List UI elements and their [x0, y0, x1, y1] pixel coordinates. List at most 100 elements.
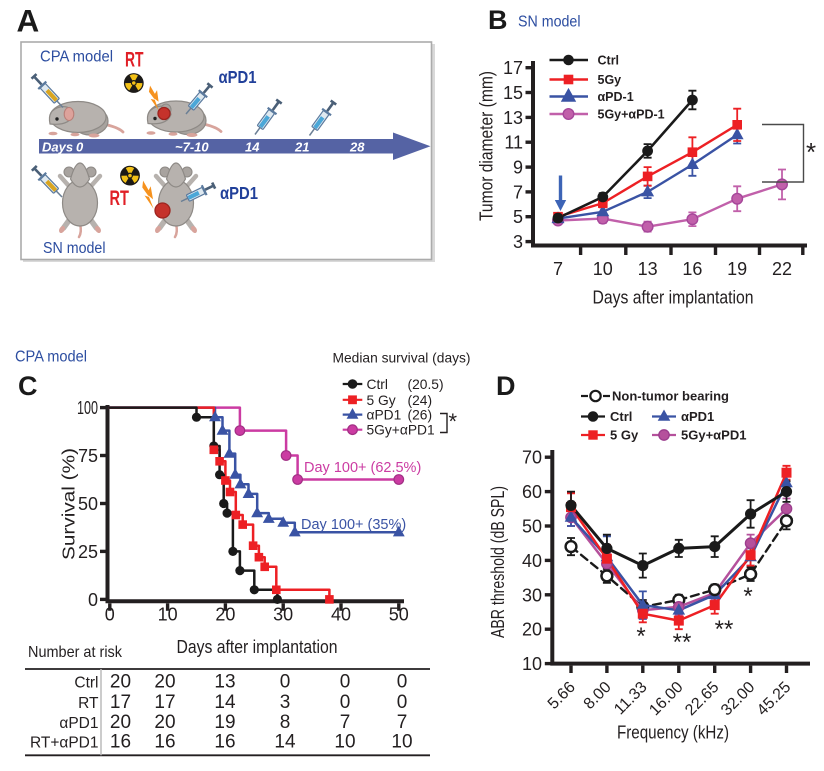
svg-text:10: 10: [522, 654, 542, 674]
svg-text:D: D: [496, 371, 516, 401]
svg-text:30: 30: [522, 585, 542, 605]
svg-text:RT: RT: [125, 49, 144, 72]
svg-text:16: 16: [110, 732, 131, 753]
svg-text:3: 3: [280, 692, 291, 713]
svg-text:0: 0: [340, 672, 351, 693]
svg-text:Days after implantation: Days after implantation: [593, 288, 754, 308]
svg-text:(26): (26): [408, 408, 433, 423]
svg-text:25: 25: [78, 542, 98, 562]
svg-text:0: 0: [340, 692, 351, 713]
svg-text:17: 17: [110, 692, 131, 713]
svg-text:50: 50: [389, 605, 409, 625]
svg-text:22: 22: [772, 259, 792, 279]
svg-text:20: 20: [154, 712, 175, 733]
svg-text:*: *: [636, 623, 645, 650]
svg-text:20: 20: [110, 672, 131, 693]
svg-text:40: 40: [331, 605, 351, 625]
svg-text:Non-tumor bearing: Non-tumor bearing: [612, 389, 729, 404]
svg-text:7: 7: [397, 712, 408, 733]
svg-text:14: 14: [245, 139, 260, 154]
svg-text:Survival (%): Survival (%): [59, 448, 79, 560]
svg-text:Days after implantation: Days after implantation: [177, 637, 338, 657]
svg-text:Tumor diameter (mm): Tumor diameter (mm): [477, 71, 497, 221]
svg-text:5 Gy: 5 Gy: [367, 393, 396, 408]
svg-text:(24): (24): [408, 393, 433, 408]
svg-text:19: 19: [727, 259, 747, 279]
svg-text:20: 20: [154, 672, 175, 693]
svg-text:10: 10: [391, 732, 412, 753]
svg-text:10: 10: [158, 605, 178, 625]
svg-text:αPD-1: αPD-1: [598, 90, 634, 104]
svg-text:14: 14: [274, 732, 296, 753]
svg-text:*: *: [449, 409, 458, 434]
svg-text:7: 7: [340, 712, 351, 733]
svg-text:*: *: [806, 137, 816, 167]
svg-text:0: 0: [88, 590, 98, 610]
svg-text:~7-10: ~7-10: [175, 139, 209, 154]
svg-text:RT: RT: [78, 695, 99, 712]
svg-text:3: 3: [513, 232, 523, 252]
svg-text:5Gy+αPD1: 5Gy+αPD1: [681, 428, 746, 443]
svg-text:17: 17: [503, 58, 523, 78]
svg-text:13: 13: [638, 259, 658, 279]
svg-text:0: 0: [76, 139, 84, 154]
svg-text:16: 16: [214, 732, 235, 753]
svg-text:Ctrl: Ctrl: [367, 377, 388, 392]
svg-text:**: **: [673, 629, 692, 656]
svg-text:C: C: [18, 371, 38, 401]
svg-text:14: 14: [214, 692, 236, 713]
svg-text:5 Gy: 5 Gy: [610, 428, 639, 443]
svg-text:5Gy: 5Gy: [598, 73, 622, 87]
svg-text:CPA model: CPA model: [40, 49, 113, 66]
svg-text:Ctrl: Ctrl: [598, 54, 620, 68]
svg-text:15: 15: [503, 83, 523, 103]
svg-text:10: 10: [334, 732, 355, 753]
svg-text:SN model: SN model: [43, 240, 106, 257]
svg-text:B: B: [488, 5, 508, 35]
svg-text:**: **: [715, 616, 734, 643]
svg-text:13: 13: [214, 672, 235, 693]
svg-text:21: 21: [294, 139, 309, 154]
svg-text:*: *: [743, 583, 752, 610]
svg-text:16: 16: [154, 732, 175, 753]
svg-text:αPD1: αPD1: [59, 715, 98, 732]
svg-text:5Gy+αPD-1: 5Gy+αPD-1: [598, 108, 665, 122]
svg-text:20: 20: [522, 620, 542, 640]
svg-text:70: 70: [522, 448, 542, 468]
svg-text:10: 10: [593, 259, 613, 279]
svg-text:5: 5: [513, 207, 523, 227]
svg-text:5Gy+αPD1: 5Gy+αPD1: [367, 423, 435, 438]
svg-text:Ctrl: Ctrl: [610, 409, 632, 424]
svg-text:0: 0: [280, 672, 291, 693]
svg-text:9: 9: [513, 158, 523, 178]
svg-text:Median survival (days): Median survival (days): [333, 351, 471, 366]
svg-text:50: 50: [522, 517, 542, 537]
svg-text:αPD1: αPD1: [681, 409, 714, 424]
svg-text:ABR threshold (dB SPL): ABR threshold (dB SPL): [488, 486, 508, 638]
svg-text:Ctrl: Ctrl: [74, 675, 98, 692]
svg-text:17: 17: [154, 692, 175, 713]
svg-text:20: 20: [110, 712, 131, 733]
svg-text:11: 11: [504, 133, 523, 153]
svg-text:CPA model: CPA model: [15, 349, 87, 366]
svg-text:Frequency (kHz): Frequency (kHz): [617, 723, 729, 743]
svg-text:100: 100: [77, 398, 98, 418]
svg-text:75: 75: [78, 446, 98, 466]
svg-text:13: 13: [503, 108, 523, 128]
svg-text:0: 0: [397, 692, 408, 713]
svg-text:0: 0: [105, 605, 115, 625]
svg-text:RT: RT: [110, 187, 130, 210]
svg-text:Day 100+ (62.5%): Day 100+ (62.5%): [304, 460, 421, 476]
svg-text:αPD1: αPD1: [367, 408, 402, 423]
svg-text:0: 0: [397, 672, 408, 693]
svg-text:αPD1: αPD1: [220, 183, 258, 203]
svg-text:20: 20: [215, 605, 235, 625]
svg-text:28: 28: [349, 139, 365, 154]
svg-text:A: A: [17, 3, 40, 39]
svg-text:RT+αPD1: RT+αPD1: [30, 735, 99, 752]
svg-text:19: 19: [214, 712, 235, 733]
svg-text:7: 7: [553, 259, 563, 279]
svg-text:60: 60: [522, 482, 542, 502]
svg-text:50: 50: [78, 494, 98, 514]
svg-text:(20.5): (20.5): [408, 377, 444, 392]
